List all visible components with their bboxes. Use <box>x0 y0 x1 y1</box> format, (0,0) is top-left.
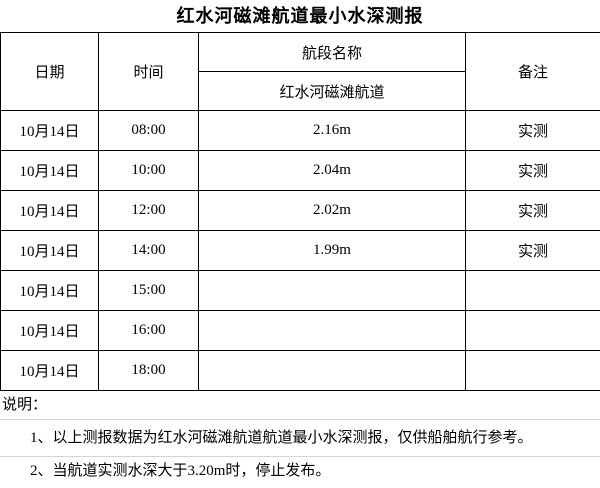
header-remark: 备注 <box>465 32 600 111</box>
date-cell: 10月14日 <box>0 350 99 391</box>
table-row: 10月14日 10:00 2.04m 实测 <box>0 150 600 191</box>
depth-cell: 2.02m <box>198 190 466 231</box>
time-cell: 14:00 <box>98 230 199 271</box>
time-cell: 18:00 <box>98 350 199 391</box>
date-cell: 10月14日 <box>0 190 99 231</box>
notes-label: 说明： <box>0 391 600 420</box>
time-cell: 15:00 <box>98 270 199 311</box>
water-depth-table: 日期 时间 航段名称 备注 红水河磁滩航道 10月14日 08:00 2.16m… <box>0 32 600 391</box>
remark-cell: 实测 <box>465 110 600 151</box>
remark-cell <box>465 270 600 311</box>
table-row: 10月14日 16:00 <box>0 310 600 351</box>
remark-cell: 实测 <box>465 150 600 191</box>
header-segment-group: 航段名称 <box>198 32 466 72</box>
depth-cell <box>198 310 466 351</box>
page-title: 红水河磁滩航道最小水深测报 <box>176 6 424 26</box>
table-row: 10月14日 14:00 1.99m 实测 <box>0 230 600 271</box>
date-cell: 10月14日 <box>0 230 99 271</box>
header-row-sub: 红水河磁滩航道 <box>1 71 600 111</box>
time-cell: 16:00 <box>98 310 199 351</box>
header-segment-name: 红水河磁滩航道 <box>198 71 466 111</box>
date-cell: 10月14日 <box>0 270 99 311</box>
time-cell: 08:00 <box>98 110 199 151</box>
table-row: 10月14日 08:00 2.16m 实测 <box>0 110 600 151</box>
table-row: 10月14日 12:00 2.02m 实测 <box>0 190 600 231</box>
depth-cell: 1.99m <box>198 230 466 271</box>
date-cell: 10月14日 <box>0 310 99 351</box>
note-item-2: 2、当航道实测水深大于3.20m时，停止发布。 <box>30 463 331 479</box>
header-row-top: 日期 时间 航段名称 备注 <box>0 32 600 111</box>
remark-cell: 实测 <box>465 190 600 231</box>
time-cell: 12:00 <box>98 190 199 231</box>
notes-section: 说明： 1、以上测报数据为红水河磁滩航道航道最小水深测报，仅供船舶航行参考。 2… <box>0 391 600 486</box>
note-item-1: 1、以上测报数据为红水河磁滩航道航道最小水深测报，仅供船舶航行参考。 <box>0 420 600 457</box>
header-time: 时间 <box>98 32 199 111</box>
table-row: 10月14日 15:00 <box>0 270 600 311</box>
remark-cell: 实测 <box>465 230 600 271</box>
time-cell: 10:00 <box>98 150 199 191</box>
remark-cell <box>465 310 600 351</box>
depth-cell: 2.04m <box>198 150 466 191</box>
depth-cell <box>198 350 466 391</box>
header-date: 日期 <box>0 32 99 111</box>
date-cell: 10月14日 <box>0 110 99 151</box>
table-row: 10月14日 18:00 <box>0 350 600 391</box>
date-cell: 10月14日 <box>0 150 99 191</box>
depth-cell: 2.16m <box>198 110 466 151</box>
remark-cell <box>465 350 600 391</box>
depth-cell <box>198 270 466 311</box>
